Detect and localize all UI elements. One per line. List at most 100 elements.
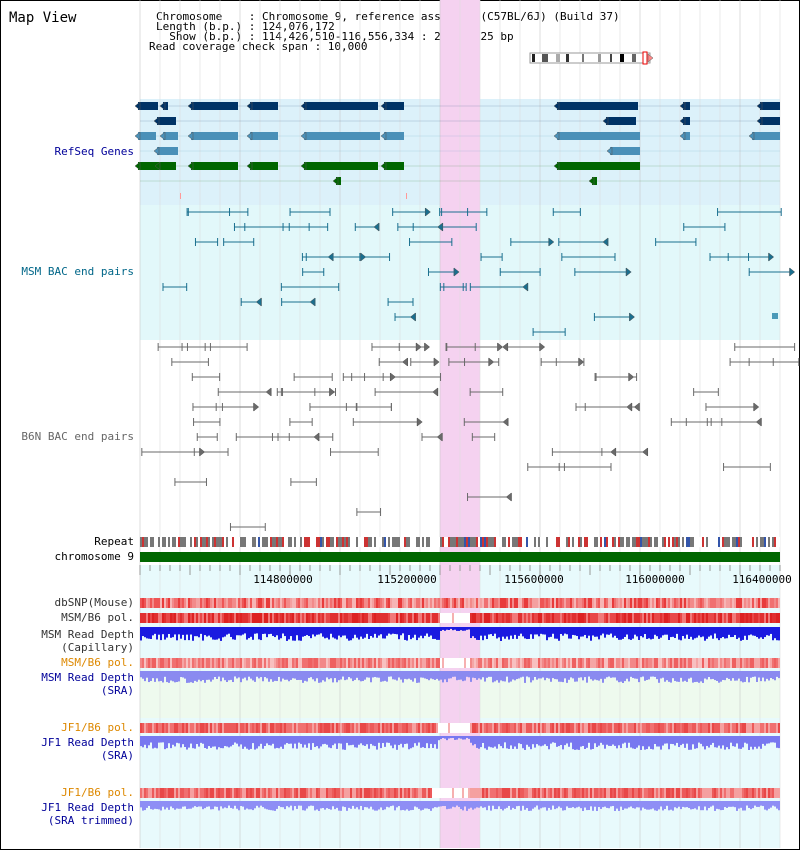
track-label-jf1-depth-trim[interactable]: JF1 Read Depth: [41, 801, 134, 814]
msm-depth-cap-bar: [278, 627, 280, 640]
msm-pol2-heat-cell: [276, 658, 278, 668]
repeat-element: [484, 537, 486, 547]
msm-pol2-heat-cell: [192, 658, 194, 668]
jf1-pol-heat-cell: [470, 723, 472, 733]
jf1-pol2-heat-cell: [716, 788, 718, 798]
track-label-msm-depth-sra[interactable]: MSM Read Depth: [41, 671, 134, 684]
msm-depth-cap-bar: [298, 627, 300, 641]
jf1-depth-trim-bar: [452, 801, 454, 807]
repeat-element: [774, 537, 776, 547]
jf1-pol2-heat-cell: [204, 788, 206, 798]
jf1-depth-bar: [322, 736, 324, 745]
bac-end-arrow: [253, 402, 260, 412]
dbsnp-heat-cell: [232, 598, 234, 608]
jf1-pol-heat-cell: [382, 723, 384, 733]
msm-depth-cap-bar: [748, 627, 750, 636]
jf1-depth-bar: [646, 736, 648, 750]
jf1-pol-heat-cell: [488, 723, 490, 733]
track-label-msm-bac[interactable]: MSM BAC end pairs: [21, 265, 134, 278]
track-label-jf1-pol-1[interactable]: JF1/B6 pol.: [61, 721, 134, 734]
msm-depth-cap-bar: [686, 627, 688, 635]
jf1-pol2-heat-cell: [314, 788, 316, 798]
track-label-jf1-pol-2[interactable]: JF1/B6 pol.: [61, 786, 134, 799]
msm-pol2-heat-cell: [290, 658, 292, 668]
msm-depth-sra-bar: [308, 671, 310, 678]
msm-depth-cap-bar: [382, 627, 384, 639]
repeat-element: [464, 537, 466, 547]
msm-depth-sra-bar: [376, 671, 378, 678]
jf1-pol2-heat-cell: [288, 788, 290, 798]
msm-pol-heat-cell: [176, 613, 178, 623]
msm-pol-heat-cell: [194, 613, 196, 623]
track-label-b6n-bac[interactable]: B6N BAC end pairs: [21, 430, 134, 443]
dbsnp-heat-cell: [650, 598, 652, 608]
repeat-element: [310, 537, 312, 547]
msm-pol2-heat-cell: [218, 658, 220, 668]
repeat-element: [382, 537, 384, 547]
track-label-refseq[interactable]: RefSeq Genes: [54, 145, 134, 158]
jf1-depth-trim-bar: [274, 801, 276, 811]
msm-pol-heat-cell: [228, 613, 230, 623]
track-label-msm-depth-cap[interactable]: MSM Read Depth: [41, 628, 134, 641]
dbsnp-heat-cell: [328, 598, 330, 608]
refseq-gene-exon: [683, 117, 690, 125]
jf1-pol-heat-cell: [326, 723, 328, 733]
jf1-pol-heat-cell: [164, 723, 166, 733]
msm-pol-heat-cell: [396, 613, 398, 623]
msm-depth-cap-bar: [398, 627, 400, 640]
msm-pol-heat-cell: [608, 613, 610, 623]
bac-end-arrow: [629, 312, 635, 322]
track-label-jf1-depth[interactable]: JF1 Read Depth: [41, 736, 134, 749]
jf1-depth-bar: [340, 736, 342, 744]
msm-pol2-heat-cell: [620, 658, 622, 668]
track-label-msm-pol-2[interactable]: MSM/B6 pol.: [61, 656, 134, 669]
msm-pol-heat-cell: [350, 613, 352, 623]
jf1-pol-heat-cell: [292, 723, 294, 733]
msm-pol2-heat-cell: [670, 658, 672, 668]
msm-pol2-heat-cell: [314, 658, 316, 668]
dbsnp-heat-cell: [606, 598, 608, 608]
track-label-chromosome[interactable]: chromosome 9: [54, 550, 134, 563]
track-label-msm-pol-1[interactable]: MSM/B6 pol.: [61, 611, 134, 624]
repeat-element: [648, 537, 650, 547]
repeat-element: [320, 537, 322, 547]
msm-depth-sra-bar: [304, 671, 306, 681]
msm-pol2-heat-cell: [746, 658, 748, 668]
dbsnp-heat-cell: [520, 598, 522, 608]
msm-depth-sra-bar: [380, 671, 382, 682]
msm-depth-sra-bar: [476, 671, 478, 680]
msm-pol-heat-cell: [200, 613, 202, 623]
repeat-element: [296, 537, 298, 547]
jf1-depth-trim-bar: [300, 801, 302, 806]
msm-pol-heat-cell: [436, 613, 438, 623]
msm-pol2-heat-cell: [264, 658, 266, 668]
repeat-element: [300, 537, 302, 547]
jf1-pol-heat-cell: [300, 723, 302, 733]
jf1-depth-trim-bar: [492, 801, 494, 806]
jf1-pol-heat-cell: [516, 723, 518, 733]
track-label-dbsnp[interactable]: dbSNP(Mouse): [54, 596, 134, 609]
jf1-depth-trim-bar: [728, 801, 730, 807]
msm-pol-heat-cell: [726, 613, 728, 623]
msm-pol-heat-cell: [220, 613, 222, 623]
msm-depth-sra-bar: [690, 671, 692, 678]
track-label-repeat[interactable]: Repeat: [94, 535, 134, 548]
msm-pol-heat-cell: [450, 613, 452, 623]
jf1-depth-trim-bar: [608, 801, 610, 809]
msm-depth-cap-bar: [244, 627, 246, 634]
msm-pol2-heat-cell: [164, 658, 166, 668]
jf1-pol2-heat-cell: [468, 788, 470, 798]
jf1-pol2-heat-cell: [656, 788, 658, 798]
msm-pol2-heat-cell: [460, 658, 462, 668]
jf1-depth-bar: [446, 736, 448, 741]
jf1-pol2-heat-cell: [256, 788, 258, 798]
msm-depth-sra-bar: [502, 671, 504, 682]
msm-pol2-heat-cell: [436, 658, 438, 668]
jf1-pol-heat-cell: [694, 723, 696, 733]
repeat-element: [416, 537, 418, 547]
repeat-element: [286, 537, 288, 547]
msm-depth-sra-bar: [492, 671, 494, 683]
repeat-element: [238, 537, 240, 547]
jf1-depth-trim-bar: [576, 801, 578, 808]
